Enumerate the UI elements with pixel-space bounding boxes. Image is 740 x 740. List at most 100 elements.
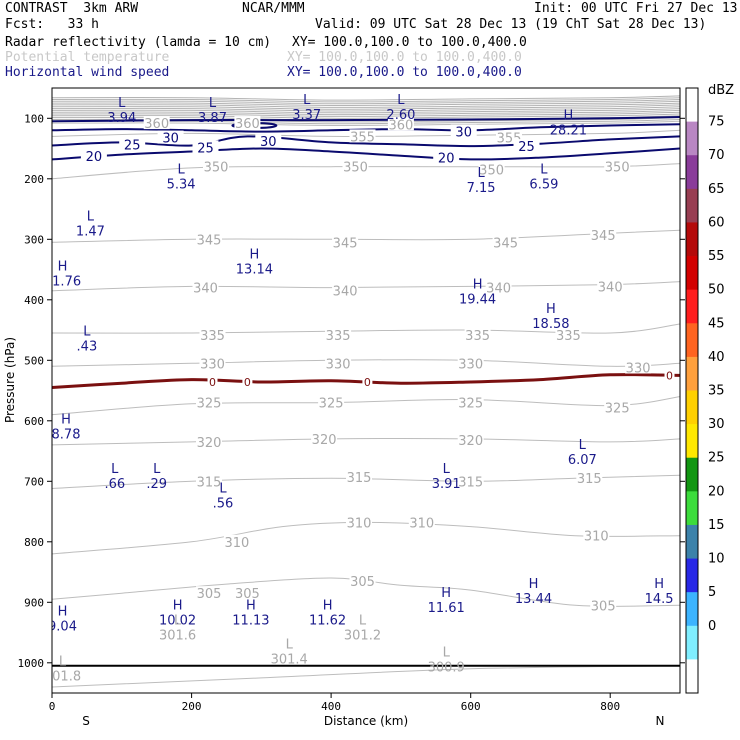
theta-label: 320: [312, 433, 337, 448]
theta-label-bg: [457, 433, 484, 447]
wind-extremum-value: 13.14: [236, 262, 273, 277]
theta-label: 310: [347, 516, 372, 531]
wind-label: 20: [86, 150, 103, 165]
field-name-theta: Potential temperature: [5, 50, 170, 65]
x-tick-label: 600: [461, 700, 481, 713]
colorbar-swatch: [686, 457, 698, 492]
field-xy-theta: XY= 100.0,100.0 to 100.0,400.0: [287, 50, 522, 65]
wind-extremum-type: L: [177, 163, 185, 178]
wind-extremum-type: L: [477, 166, 485, 181]
theta-label: 345: [333, 236, 358, 251]
wind-extremum-type: L: [219, 482, 227, 497]
theta-label: 315: [347, 471, 372, 486]
theta-label-bg: [590, 598, 617, 612]
colorbar-swatch: [686, 558, 698, 593]
theta-label-bg: [342, 159, 369, 173]
wind-extremum-type: H: [61, 413, 71, 428]
wind-extremum-type: L: [397, 93, 405, 108]
theta-extremum-value: 301.4: [271, 653, 308, 668]
freezing-label-bg: [242, 377, 253, 387]
wind-extremum-type: H: [58, 604, 68, 619]
colorbar-swatch: [686, 121, 698, 156]
strat-theta-line: [52, 100, 680, 107]
theta-label: 325: [197, 397, 222, 412]
freezing-label: 0: [244, 376, 251, 389]
theta-label-bg: [196, 434, 222, 448]
theta-isoline-330: [52, 359, 680, 367]
colorbar-label: 75: [708, 115, 725, 130]
theta-label: 310: [224, 536, 249, 551]
theta-label: 310: [584, 530, 609, 545]
wind-label: 30: [260, 135, 277, 150]
x-tick-label: 0: [49, 700, 56, 713]
theta-label-bg: [196, 395, 222, 409]
theta-label: 340: [333, 285, 358, 300]
theta-label: 330: [458, 357, 483, 372]
colorbar-swatch: [686, 323, 698, 358]
wind-labels: 20 20 25 25 25 30 30 30: [80, 124, 540, 167]
colorbar-label: 10: [708, 552, 725, 567]
theta-isoline-335: [52, 323, 680, 334]
theta-label-bg: [576, 471, 603, 485]
colorbar-swatch: [686, 524, 698, 559]
strat-theta-line: [52, 111, 680, 117]
colorbar-swatch: [686, 256, 698, 291]
theta-label-bg: [583, 528, 610, 542]
theta-label: 345: [493, 236, 518, 251]
x-tick-label: 200: [182, 700, 202, 713]
wind-label-bg: [433, 150, 460, 164]
theta-label-bg: [196, 474, 222, 488]
theta-label: 340: [486, 282, 511, 297]
theta-label: 345: [591, 229, 616, 244]
colorbar-label: 65: [708, 182, 725, 197]
theta-label-bg: [555, 327, 582, 341]
colorbar-swatch: [686, 188, 698, 223]
wind-extremum-type: L: [83, 324, 91, 339]
theta-label: 330: [326, 357, 351, 372]
theta-label: 315: [577, 472, 602, 487]
wind-extremum-value: 11.61: [428, 601, 465, 616]
theta-extremum-value: 301.2: [344, 629, 381, 644]
colorbar-label: 0: [708, 619, 716, 634]
theta-extremum-value: 301.8: [44, 670, 81, 685]
theta-label-bg: [478, 162, 505, 176]
freezing-label: 0: [209, 376, 216, 389]
wind-extremum-value: .66: [104, 477, 125, 492]
y-tick-label: 700: [24, 475, 44, 488]
wind-label-bg: [450, 124, 477, 138]
wind-extremum-value: 6.07: [568, 453, 597, 468]
theta-label: 350: [605, 161, 630, 176]
theta-label: 345: [197, 233, 222, 248]
theta-label-bg: [346, 515, 372, 529]
theta-label-bg: [332, 235, 359, 249]
wind-extremum-type: L: [209, 96, 217, 111]
freezing-label-bg: [664, 370, 675, 381]
strat-theta-line: [52, 108, 680, 114]
wind-extremum-value: 18.58: [532, 317, 569, 332]
theta-extremum-value: 301.6: [159, 629, 196, 644]
strat-theta-line: [52, 106, 680, 112]
y-tick-label: 500: [24, 354, 44, 367]
wind-extremum-value: 8.78: [52, 428, 81, 443]
theta-label: 350: [479, 164, 504, 179]
theta-label-bg: [464, 327, 491, 341]
wind-label-bg: [255, 134, 282, 148]
wind-extremum-type: H: [250, 247, 260, 262]
wind-extremum-type: H: [246, 598, 256, 613]
wind-label-bg: [119, 137, 146, 151]
theta-label: 325: [605, 401, 630, 416]
field-xy-reflectivity: XY= 100.0,100.0 to 100.0,400.0: [292, 35, 527, 50]
theta-label-bg: [485, 280, 512, 294]
theta-label: 350: [343, 161, 368, 176]
theta-label: 325: [458, 397, 483, 412]
wind-label-bg: [157, 130, 184, 144]
strat-theta-line: [52, 113, 680, 119]
wind-extremum-type: H: [529, 577, 539, 592]
colorbar-label: 35: [708, 384, 725, 399]
theta-label-bg: [625, 360, 652, 374]
y-tick-label: 600: [24, 415, 44, 428]
wind-isotach-20: [52, 147, 680, 161]
field-xy-wind: XY= 100.0,100.0 to 100.0,400.0: [287, 65, 522, 80]
